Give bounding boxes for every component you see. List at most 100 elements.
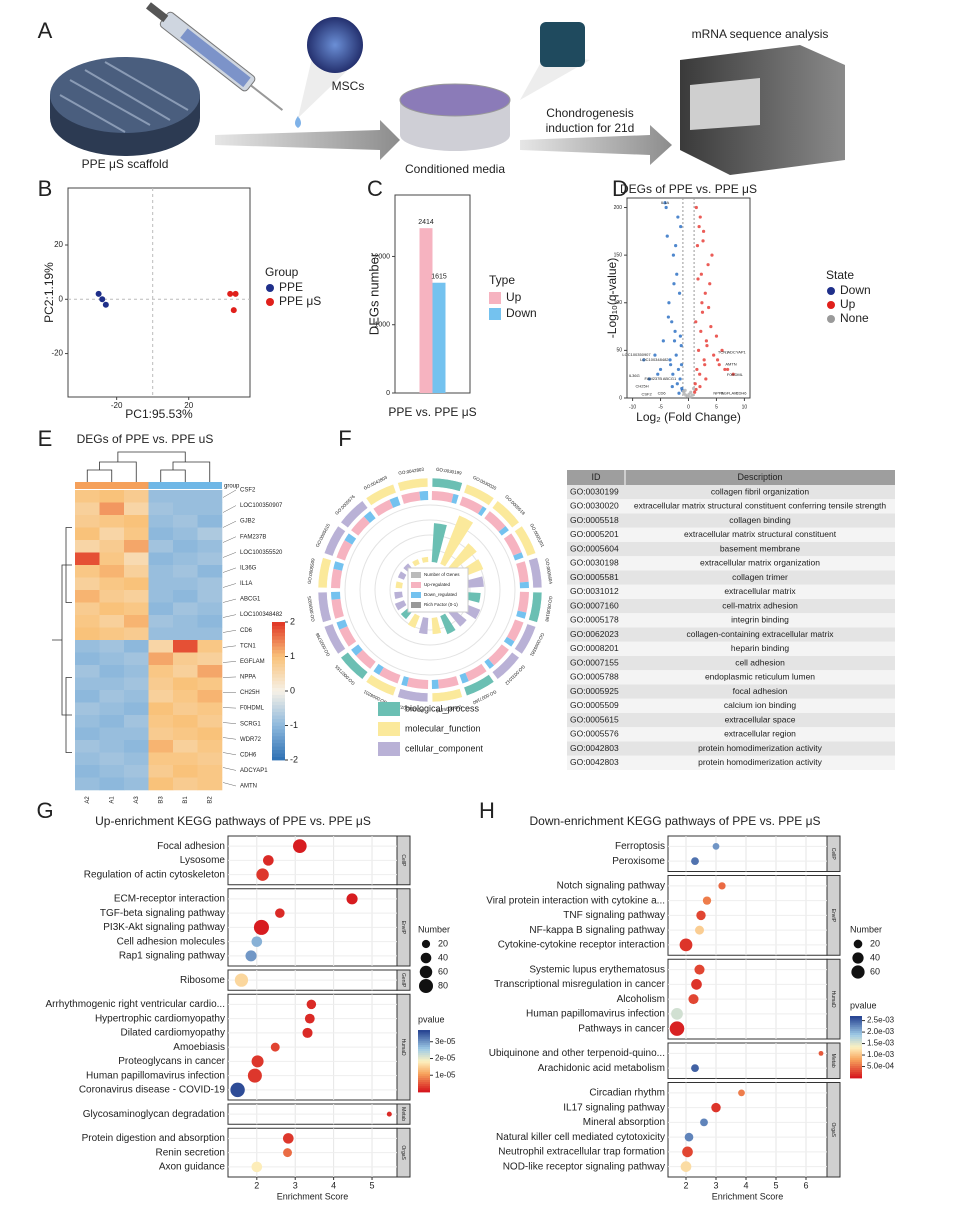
dot: [245, 950, 257, 962]
gene-annotation: EGFLAM: [721, 390, 737, 395]
point: [688, 395, 692, 399]
heat-cell: [99, 565, 125, 578]
heat-cell: [197, 627, 223, 641]
dendrogram: [86, 451, 211, 482]
facet-label: CellP: [830, 848, 836, 861]
x-tick-label: 0: [687, 404, 690, 410]
pathway-label: Arachidonic acid metabolism: [538, 1063, 665, 1074]
heat-cell: [173, 502, 198, 516]
y-tick-label: 0: [619, 395, 622, 401]
colorbar-step: [418, 1071, 430, 1074]
table-cell: cell-matrix adhesion: [722, 600, 798, 610]
colorbar-step: [272, 718, 285, 723]
heat-cell: [173, 665, 198, 678]
heat-cell: [173, 565, 198, 578]
point: [668, 358, 672, 362]
size-legend-label: 60: [438, 966, 448, 976]
colorbar-step: [850, 1047, 862, 1050]
table-cell: GO:0008201: [570, 643, 619, 653]
heat-cell: [99, 540, 125, 553]
gene-annotation: TCN1: [718, 349, 729, 354]
heat-cell: [124, 740, 149, 753]
down-bar: [503, 636, 515, 647]
up-bar: [465, 663, 487, 682]
rich-factor-bar: [440, 515, 474, 567]
facet-strip: [826, 1082, 841, 1178]
size-legend-label: 60: [870, 966, 880, 976]
dot: [669, 1021, 685, 1036]
panel-label: C: [367, 176, 383, 201]
colorbar-label: 5.0e-04: [867, 1062, 895, 1071]
gene-annotation: IL1A: [661, 200, 670, 205]
table-row: [567, 556, 895, 571]
colorbar-step: [418, 1065, 430, 1068]
colorbar-step: [850, 1065, 862, 1069]
colorbar-step: [850, 1061, 862, 1064]
dot: [302, 1027, 313, 1038]
heat-cell: [173, 690, 198, 703]
point: [707, 305, 711, 310]
y-axis-label: PC2:1.19%: [42, 262, 56, 323]
point: [672, 282, 676, 286]
gene-label: AMTN: [240, 784, 257, 790]
colorbar-step: [418, 1067, 430, 1070]
heat-cell: [99, 640, 125, 653]
heat-cell: [148, 740, 174, 753]
panel-label: A: [38, 18, 53, 43]
x-tick-label: 2: [683, 1180, 688, 1190]
table-cell: extracellular space: [725, 714, 796, 724]
class-sector: [514, 525, 537, 557]
colorbar-step: [418, 1085, 430, 1089]
point: [723, 367, 727, 372]
heat-cell: [99, 602, 125, 616]
table-cell: collagen trimer: [732, 572, 788, 582]
gene-leader: [222, 722, 237, 724]
heat-cell: [197, 702, 223, 716]
heat-cell: [148, 765, 174, 778]
schematic: [50, 2, 845, 175]
schematic-label: PPE μS scaffold: [82, 157, 169, 171]
class-sector: [431, 688, 463, 703]
gene-label: LOC100348482: [240, 612, 283, 618]
size-legend-dot: [853, 939, 863, 949]
point: [694, 387, 698, 392]
pathway-label: Neutrophil extracellular trap formation: [498, 1147, 665, 1158]
colorbar-step: [418, 1048, 430, 1052]
dot: [682, 1146, 693, 1158]
chart-title: Up-enrichment KEGG pathways of PPE vs. P…: [95, 814, 371, 828]
chart-title: DEGs of PPE vs. PPE μS: [620, 182, 757, 196]
heat-cell: [148, 777, 174, 791]
table-cell: GO:0005581: [570, 572, 619, 582]
y-tick-label: 0: [386, 390, 390, 397]
plot-frame: [67, 187, 251, 398]
colorbar-step: [850, 1034, 862, 1038]
rich-factor-bar: [440, 613, 456, 635]
legend-title: pvalue: [418, 1014, 445, 1024]
up-bar: [339, 626, 357, 647]
colorbar-step: [418, 1089, 430, 1093]
heat-cell: [99, 490, 125, 503]
heat-cell: [75, 590, 100, 603]
point: [656, 372, 660, 376]
point: [694, 320, 698, 324]
gene-label: IL36G: [240, 565, 257, 571]
gene-label: SCRG1: [240, 721, 261, 727]
point: [678, 377, 682, 381]
legend-label: PPE: [279, 280, 303, 294]
cell-image: [540, 22, 585, 67]
colorbar-step: [850, 1057, 862, 1060]
gene-label: TCN1: [240, 643, 256, 649]
heat-cell: [124, 502, 149, 516]
gene-leader: [222, 583, 237, 588]
colorbar-step: [272, 725, 285, 730]
down-bar: [351, 644, 363, 656]
heat-cell: [124, 527, 149, 541]
heat-cell: [197, 540, 223, 553]
heat-cell: [124, 552, 149, 566]
heat-cell: [124, 702, 149, 716]
heat-cell: [75, 502, 100, 516]
facet-label: CellP: [400, 854, 406, 867]
heat-cell: [99, 752, 125, 766]
down-bar: [419, 491, 429, 501]
heat-cell: [173, 577, 198, 591]
